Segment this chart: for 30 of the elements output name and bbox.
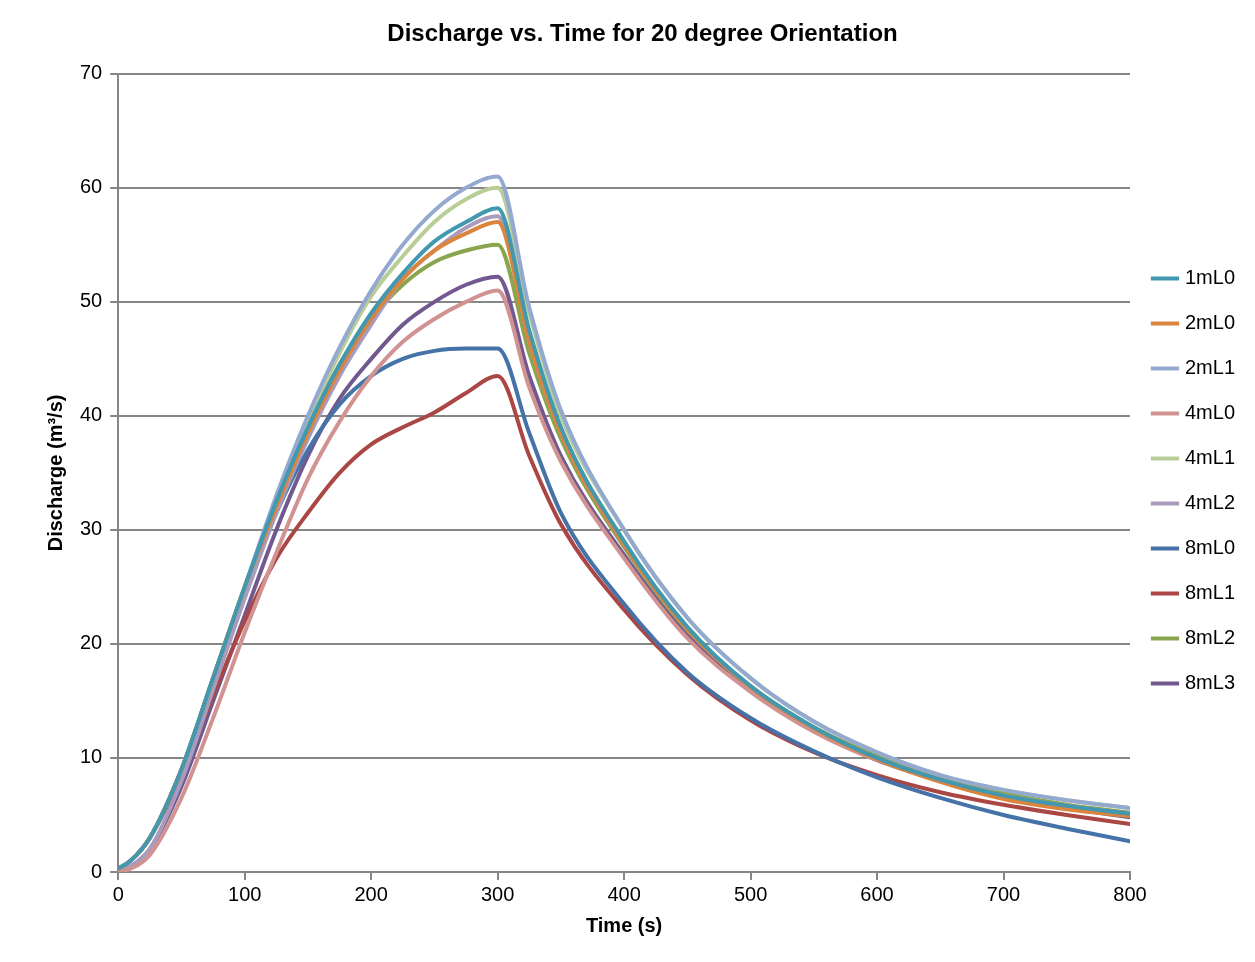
x-tick-label: 300 — [480, 882, 515, 905]
x-tick-label: 500 — [733, 882, 768, 905]
y-tick-label: 60 — [80, 175, 103, 198]
legend-label: 4mL0 — [1184, 401, 1235, 424]
legend-label: 8mL1 — [1184, 581, 1235, 604]
legend-label: 2mL1 — [1184, 356, 1235, 379]
chart-title: Discharge vs. Time for 20 degree Orientation — [387, 19, 898, 47]
legend-label: 8mL0 — [1184, 536, 1235, 559]
legend-label: 4mL1 — [1184, 446, 1235, 469]
legend-label: 8mL2 — [1184, 626, 1235, 649]
legend-label: 8mL3 — [1184, 671, 1235, 694]
x-axis-title: Time (s) — [585, 913, 663, 936]
y-axis-title: Discharge (m³/s) — [43, 394, 66, 552]
x-tick-label: 600 — [860, 882, 894, 905]
y-tick-label: 50 — [80, 289, 103, 312]
y-tick-label: 40 — [80, 403, 103, 426]
x-tick-label: 0 — [112, 882, 124, 905]
legend-label: 4mL2 — [1184, 491, 1235, 514]
y-tick-label: 70 — [80, 61, 103, 84]
x-tick-label: 200 — [354, 882, 388, 905]
x-tick-label: 700 — [986, 882, 1021, 905]
x-tick-label: 400 — [607, 882, 641, 905]
y-tick-label: 20 — [80, 631, 103, 654]
legend-label: 2mL0 — [1184, 311, 1235, 334]
x-tick-label: 100 — [228, 882, 262, 905]
y-tick-label: 0 — [91, 859, 103, 882]
y-tick-label: 10 — [80, 745, 103, 768]
legend-label: 1mL0 — [1184, 266, 1235, 289]
y-tick-label: 30 — [80, 517, 103, 540]
x-tick-label: 800 — [1113, 882, 1147, 905]
